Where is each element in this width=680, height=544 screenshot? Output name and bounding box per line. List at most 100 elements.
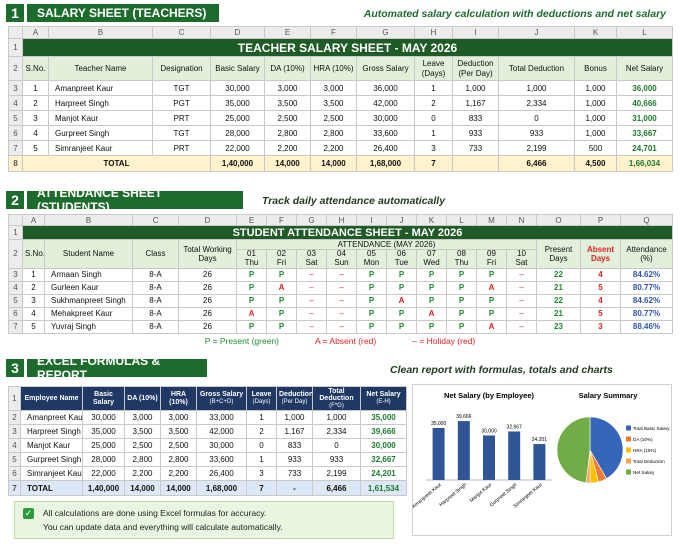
header-title: Leave [251, 391, 272, 399]
cell: 2,800 [310, 125, 357, 141]
day-header: 09 Fri [476, 249, 507, 269]
row-number: 3 [8, 424, 21, 439]
cell: 35,000 [210, 95, 265, 111]
value-label: 24,201 [532, 437, 548, 443]
cell: 22 [536, 267, 581, 282]
day-header: 01 Thu [236, 249, 267, 269]
cell: 500 [574, 140, 617, 156]
cell: A [476, 319, 507, 334]
day-header: 08 Thu [446, 249, 477, 269]
header-title: Deduction [279, 391, 313, 399]
column-header: Designation [152, 56, 211, 81]
cell: 2 [414, 95, 453, 111]
row-number: 7 [8, 319, 23, 334]
cell: P [266, 319, 297, 334]
total-cell: 4,500 [574, 155, 617, 172]
section-title: ATTENDANCE SHEET (STUDENTS) [27, 186, 243, 214]
cell: Gurleen Kaur [44, 280, 133, 295]
row-number: 8 [8, 155, 23, 172]
cell: 25,000 [210, 110, 265, 126]
column-letter: C [132, 214, 179, 226]
total-cell: 1,68,000 [196, 480, 247, 496]
column-header: Class [132, 239, 179, 269]
column-letter: B [48, 26, 153, 39]
day-name: Fri [486, 257, 497, 267]
data-row: 3 1 Armaan Singh 8-A 26 P P – – P P P P P –22 4 84.62% [8, 267, 673, 282]
cell: P [476, 293, 507, 308]
cell: 0 [498, 110, 575, 126]
header-sub: (Per Day) [281, 399, 308, 406]
cell: 8-A [132, 306, 179, 321]
column-letter: F [310, 26, 357, 39]
day-date: 07 [427, 249, 436, 259]
cell: 2,200 [160, 466, 197, 481]
cell: 35,000 [82, 424, 125, 439]
cell: P [386, 280, 417, 295]
cell: 84.62% [620, 267, 673, 282]
data-row: 6 Simranjeet Kaur 22,000 2,200 2,200 26,400 3 7… [8, 466, 407, 481]
day-date: 06 [397, 249, 406, 259]
cell: P [236, 293, 267, 308]
cell: 2,199 [498, 140, 575, 156]
cell: 3 [580, 319, 621, 334]
cell: 3,000 [124, 410, 161, 425]
total-cell: 14,000 [310, 155, 357, 172]
tagline: Automated salary calculation with deduct… [363, 8, 666, 20]
column-letter: H [326, 214, 357, 226]
bar [432, 428, 445, 480]
cell: A [236, 306, 267, 321]
cell: 5 [22, 140, 49, 156]
cell: 33,667 [616, 125, 673, 141]
cell: 84.62% [620, 293, 673, 308]
total-cell: TOTAL [20, 480, 83, 496]
row-number: 5 [8, 293, 23, 308]
column-header: Present Days [536, 239, 581, 269]
cell: 30,000 [82, 410, 125, 425]
cell: 1 [22, 80, 49, 96]
header-sub: (E-H) [376, 399, 391, 406]
total-cell [452, 155, 499, 172]
legend-label: Total Deduction [633, 459, 665, 464]
row-number: 1 [8, 386, 21, 411]
cell: 2,200 [310, 140, 357, 156]
cell: Harpreet Singh [48, 95, 153, 111]
row-number: 7 [8, 140, 23, 156]
legend-item: P = Present (green) [204, 336, 279, 346]
cell: – [296, 319, 327, 334]
day-header: 05 Mon [356, 249, 387, 269]
cell: 4 [22, 125, 49, 141]
cell: – [506, 293, 537, 308]
value-label: 32,667 [507, 424, 523, 430]
column-letter: E [236, 214, 267, 226]
day-date: 10 [517, 249, 526, 259]
cell: P [416, 319, 447, 334]
cell: 833 [276, 438, 313, 453]
column-letter: G [356, 26, 415, 39]
cell: 8-A [132, 267, 179, 282]
cell: Gurpreet Singh [48, 125, 153, 141]
cell: Harpreet Singh [20, 424, 83, 439]
cell: 4 [580, 293, 621, 308]
cell: Gurpreet Singh [20, 452, 83, 467]
value-label: 35,000 [431, 421, 447, 427]
day-name: Thu [244, 257, 259, 267]
cell: 22,000 [210, 140, 265, 156]
charts-panel: Net Salary (by Employee)35,000Amanpreet … [412, 384, 672, 536]
pie-slice [556, 416, 591, 484]
section-header: 2 ATTENDANCE SHEET (STUDENTS) [6, 186, 243, 214]
section-number: 2 [6, 191, 24, 209]
cell: A [266, 280, 297, 295]
data-row: 5 3 Sukhmanpreet Singh 8-A 26 P P – – P A P P P –22 4 84… [8, 293, 673, 308]
total-cell: 14,000 [264, 155, 311, 172]
cell: 2,500 [310, 110, 357, 126]
column-header: HRA (10%) [160, 386, 197, 411]
total-cell: 14,000 [160, 480, 197, 496]
cell: – [326, 267, 357, 282]
cell: 1,000 [574, 110, 617, 126]
day-name: Sat [515, 257, 528, 267]
cell: 933 [498, 125, 575, 141]
cell: 26 [178, 319, 237, 334]
cell: 1,000 [312, 410, 361, 425]
header-row: 1 Employee Name Basic Salary DA (10%) HRA (1… [8, 386, 407, 411]
day-name: Thu [454, 257, 469, 267]
